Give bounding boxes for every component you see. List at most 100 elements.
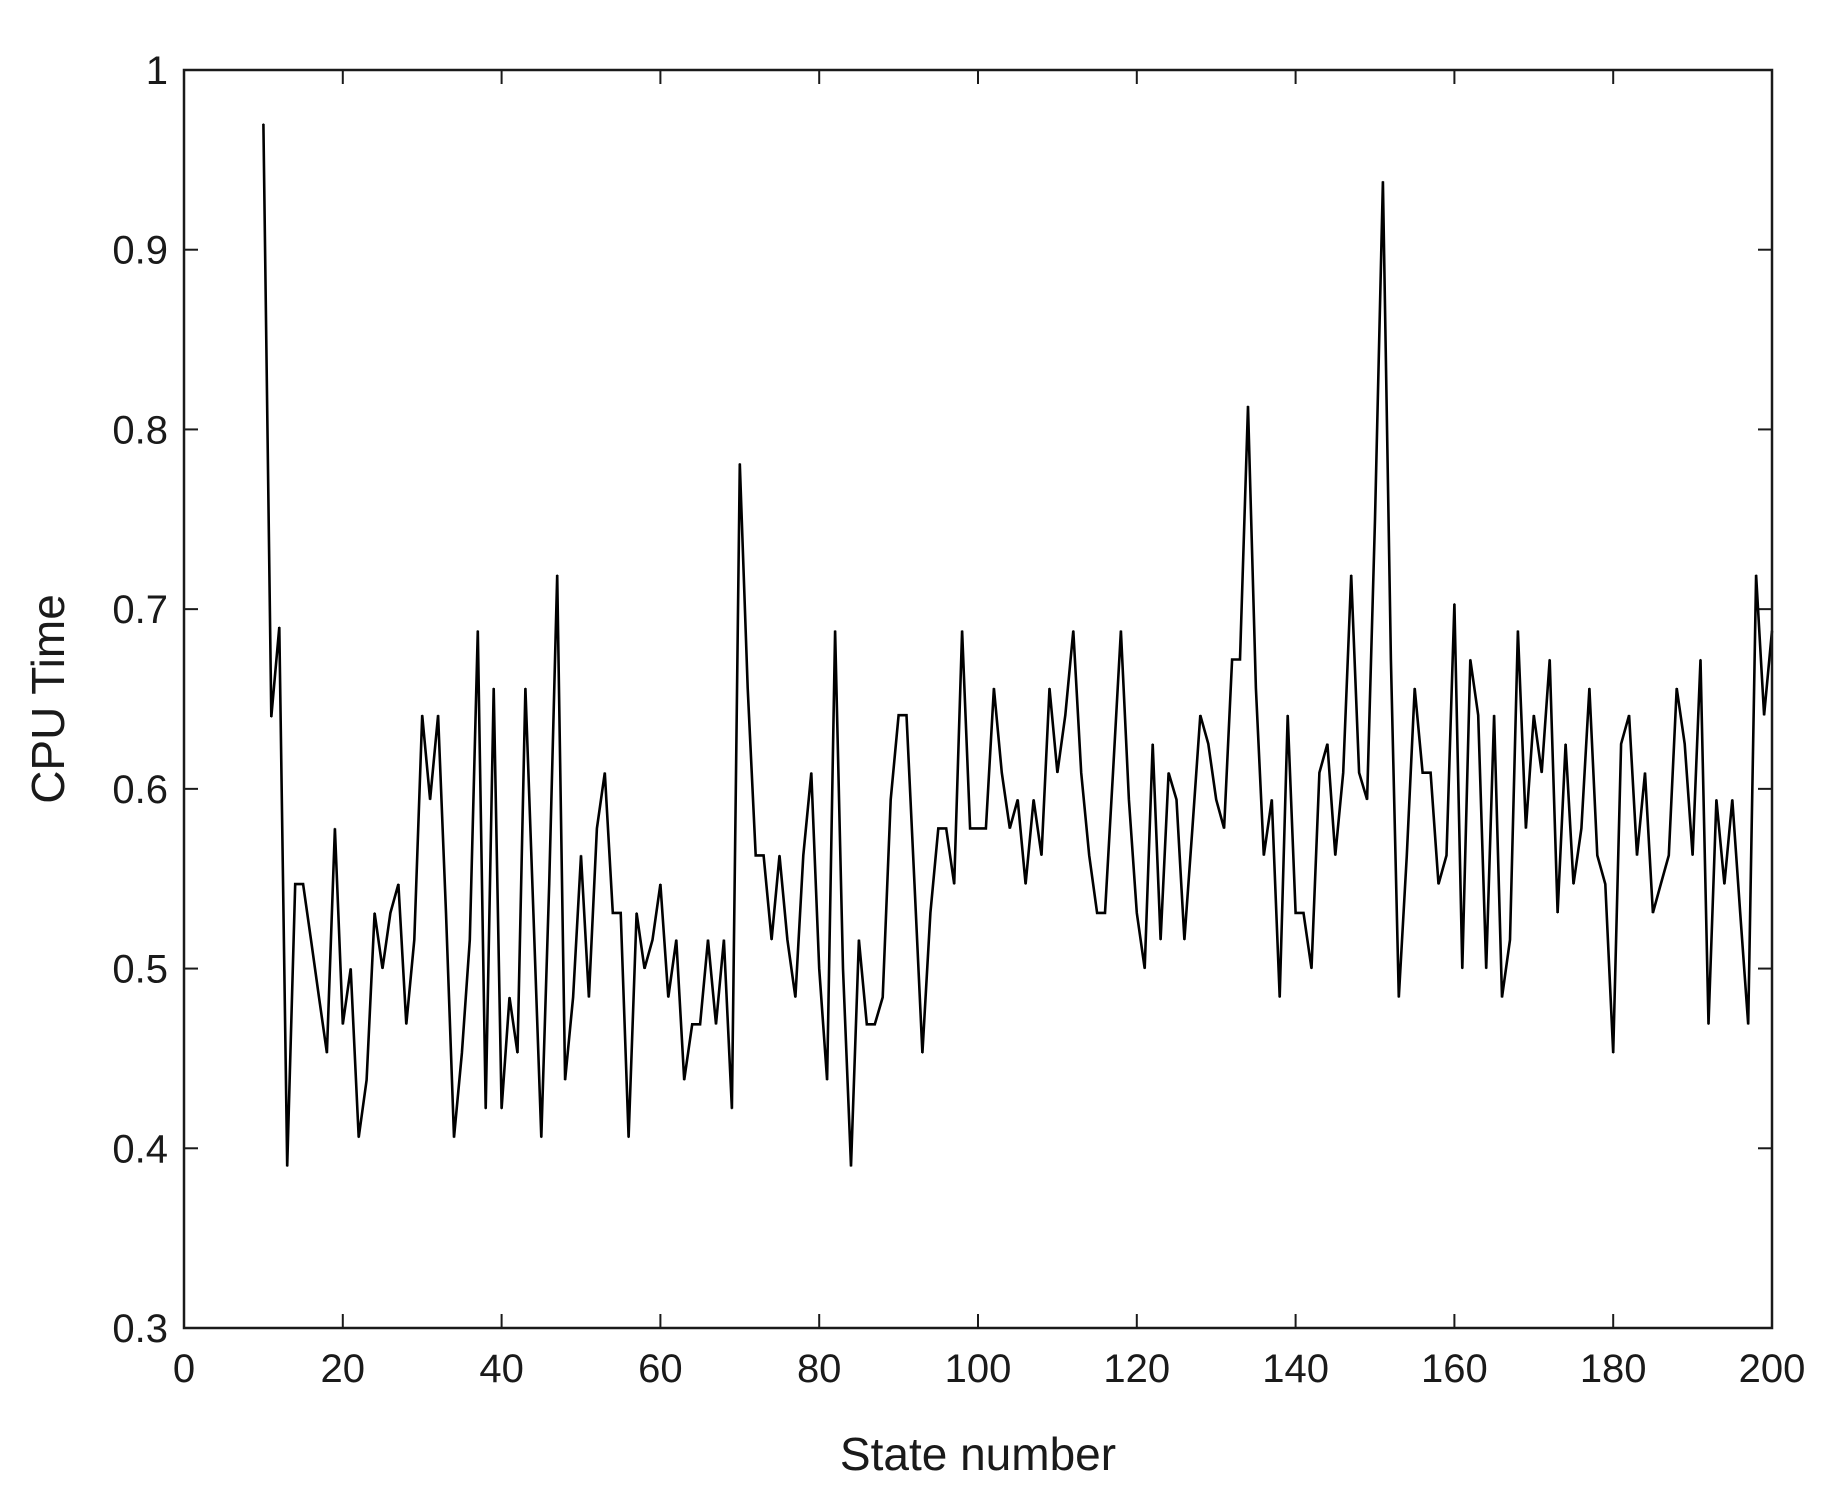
data-point (445, 912, 447, 914)
data-point (1310, 967, 1313, 970)
data-point (342, 1023, 344, 1025)
data-point (1699, 658, 1702, 661)
data-point (1017, 799, 1019, 801)
data-point (612, 912, 614, 914)
x-tick-label: 140 (1262, 1347, 1329, 1391)
y-tick-label: 0.3 (112, 1307, 168, 1351)
data-point (874, 1023, 876, 1025)
data-point (1183, 939, 1186, 941)
data-point (1580, 827, 1583, 829)
data-point (278, 626, 280, 628)
x-axis-label: State number (840, 1428, 1116, 1480)
data-point (1350, 574, 1352, 576)
axis-tick-labels: 0 20 40 60 80 100 120 140 160 180 200 0.3 0.4 0.5 0.6 0… (112, 49, 1805, 1391)
data-point (1406, 854, 1408, 856)
data-point (1088, 854, 1090, 856)
data-point (1485, 967, 1487, 970)
y-tick-label: 0.4 (112, 1127, 168, 1171)
data-point (826, 1079, 828, 1081)
data-point (747, 687, 749, 689)
data-point (1620, 743, 1622, 745)
data-point (691, 1023, 693, 1025)
data-point (659, 883, 662, 885)
data-point (532, 912, 534, 914)
data-point (358, 1136, 360, 1139)
data-point (1009, 827, 1011, 829)
data-point (1223, 827, 1225, 829)
data-point (485, 1108, 487, 1110)
data-point (1318, 772, 1321, 774)
data-point (1564, 743, 1567, 745)
data-point (326, 1052, 328, 1054)
data-point (953, 883, 955, 885)
data-point (1167, 772, 1170, 774)
series-layer (262, 123, 1774, 1167)
data-point (1723, 883, 1725, 885)
data-point (524, 687, 527, 689)
data-point (1199, 714, 1201, 716)
data-point (1755, 574, 1757, 576)
x-tick-label: 80 (797, 1347, 842, 1391)
data-point (1255, 687, 1257, 689)
x-tick-label: 160 (1421, 1347, 1488, 1391)
data-point (389, 912, 392, 914)
data-point (397, 883, 399, 885)
data-point (1279, 996, 1281, 998)
data-point (1326, 743, 1328, 745)
data-point (755, 854, 757, 856)
data-point (318, 996, 320, 998)
y-tick-label: 0.7 (112, 588, 168, 632)
data-point (350, 967, 352, 970)
data-point (1445, 854, 1448, 856)
data-point (905, 714, 908, 716)
data-point (1342, 772, 1344, 774)
data-point (882, 996, 884, 998)
data-point (985, 827, 987, 829)
data-point (1501, 996, 1503, 998)
data-point (1382, 180, 1384, 183)
x-tick-label: 20 (321, 1347, 366, 1391)
data-point (1509, 939, 1511, 941)
data-point (921, 1052, 924, 1054)
data-point (1136, 912, 1138, 914)
data-point (715, 1023, 717, 1025)
data-point (969, 827, 971, 829)
data-point (1263, 854, 1265, 856)
data-point (890, 799, 892, 801)
data-point (373, 912, 376, 914)
data-point (1541, 772, 1543, 774)
data-point (866, 1023, 868, 1025)
data-point (270, 716, 272, 718)
data-point (929, 912, 931, 914)
plot-frame (182, 68, 1774, 1330)
data-point (1271, 799, 1273, 801)
data-point (1414, 687, 1416, 689)
data-point (993, 687, 995, 689)
data-point (1398, 996, 1400, 998)
data-point (572, 996, 574, 998)
data-point (1668, 854, 1670, 856)
data-point (1334, 854, 1336, 856)
data-point (770, 939, 773, 941)
data-point (778, 854, 781, 856)
data-point (1715, 799, 1718, 801)
data-point (1612, 1052, 1614, 1054)
data-point (1707, 1023, 1710, 1025)
data-point (262, 123, 264, 125)
data-point (429, 799, 431, 801)
data-point (453, 1136, 455, 1139)
data-point (310, 939, 312, 941)
data-point (1652, 912, 1654, 914)
data-point (961, 630, 963, 632)
data-point (763, 854, 765, 856)
data-point (1747, 1023, 1749, 1025)
y-tick-label: 0.8 (112, 408, 168, 452)
data-point (1549, 658, 1551, 661)
data-point (699, 1023, 701, 1025)
data-point (381, 967, 384, 970)
data-point (1461, 967, 1463, 970)
data-point (818, 967, 820, 970)
x-tick-label: 180 (1580, 1347, 1647, 1391)
data-point (1080, 772, 1082, 774)
